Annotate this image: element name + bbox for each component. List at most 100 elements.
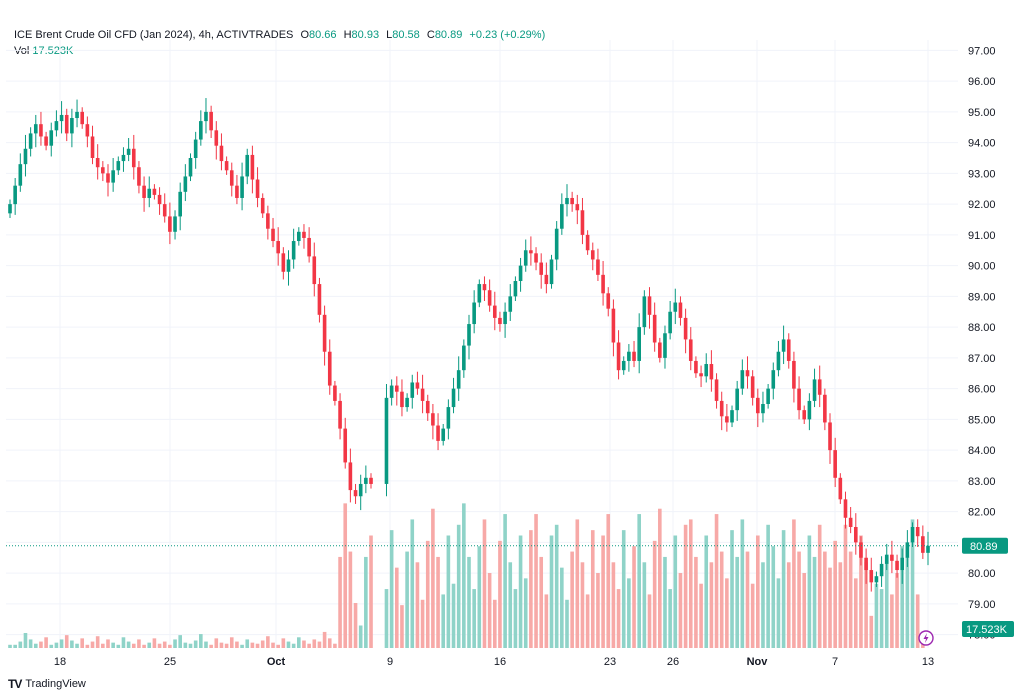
volume-bar <box>915 594 920 648</box>
volume-bar <box>554 524 559 648</box>
legend-open-label: O <box>300 29 309 41</box>
candle-body <box>353 490 358 497</box>
chart-legend: ICE Brent Crude Oil CFD (Jan 2024), 4h, … <box>14 27 549 59</box>
candle-body <box>33 124 38 134</box>
volume-bar <box>864 562 868 648</box>
volume-bar <box>761 562 765 648</box>
volume-bar <box>183 642 188 648</box>
legend-volume-row: Vol 17.523K <box>14 43 549 59</box>
candle-body <box>276 241 280 254</box>
volume-bar <box>766 524 770 648</box>
volume-bar <box>529 530 533 648</box>
volume-bar <box>580 562 585 648</box>
volume-bar <box>740 519 745 648</box>
candle-body <box>90 136 95 158</box>
volume-bar <box>338 556 342 648</box>
candle-body <box>183 176 188 192</box>
volume-bar <box>492 599 497 648</box>
legend-volume-label[interactable]: Vol <box>14 45 30 57</box>
volume-bar <box>255 643 260 648</box>
volume-bar <box>503 514 507 648</box>
candle-body <box>771 370 776 389</box>
volume-bar <box>18 641 23 648</box>
volume-bar <box>420 599 425 648</box>
volume-bar <box>33 643 38 648</box>
candle-body <box>761 404 765 414</box>
candle-body <box>590 250 595 260</box>
volume-bar <box>312 639 317 648</box>
volume-bar <box>523 578 528 648</box>
volume-bar <box>725 578 729 648</box>
candle-body <box>250 154 255 180</box>
candle-body <box>492 305 497 318</box>
volume-bar <box>714 514 719 648</box>
candle-body <box>570 197 574 205</box>
candle-body <box>209 111 213 131</box>
candle-body <box>905 542 910 558</box>
volume-bar <box>286 641 291 648</box>
volume-tag-bg <box>962 621 1014 637</box>
volume-bar <box>895 573 899 648</box>
y-tick-label: 92.00 <box>968 199 996 211</box>
tradingview-logo-icon[interactable]: TV <box>8 677 22 691</box>
candle-body <box>513 281 518 297</box>
candle-body <box>384 397 389 484</box>
candle-body <box>745 370 750 377</box>
candle-body <box>358 483 363 497</box>
volume-bar <box>817 524 822 648</box>
volume-bar <box>121 637 126 648</box>
volume-bar <box>632 546 636 648</box>
candle-body <box>137 167 141 186</box>
legend-symbol[interactable]: ICE Brent Crude Oil CFD (Jan 2024), 4h, … <box>14 29 294 41</box>
volume-bar <box>802 573 807 648</box>
legend-close-label: C <box>426 29 435 41</box>
candle-body <box>131 148 136 168</box>
volume-bar <box>405 551 409 648</box>
legend-price-row: ICE Brent Crude Oil CFD (Jan 2024), 4h, … <box>14 27 549 43</box>
volume-bar <box>317 641 322 648</box>
last-price-tag-bg <box>962 537 1008 554</box>
volume-bar <box>472 589 476 648</box>
candle-body <box>302 231 306 238</box>
volume-bar <box>415 562 420 648</box>
volume-bars <box>8 503 925 648</box>
volume-bar <box>534 514 538 648</box>
time-axis[interactable]: 18 25 Oct 9 16 23 26 Nov 7 13 <box>54 656 934 668</box>
y-tick-label: 91.00 <box>968 230 996 242</box>
volume-bar <box>90 641 95 648</box>
y-tick-label: 85.00 <box>968 414 996 426</box>
candle-body <box>575 204 580 211</box>
alert-icon[interactable] <box>918 630 934 646</box>
volume-bar <box>673 535 678 648</box>
candle-body <box>611 308 616 343</box>
candle-body <box>560 204 564 229</box>
volume-bar <box>126 641 131 648</box>
candle-body <box>544 274 549 285</box>
candle-body <box>704 364 709 377</box>
volume-tag: 17.523K <box>962 621 1014 637</box>
candle-body <box>616 342 621 371</box>
candle-body <box>456 370 461 389</box>
volume-bar <box>627 578 631 648</box>
candle-body <box>508 296 513 312</box>
candle-body <box>487 290 492 306</box>
candle-body <box>322 314 327 352</box>
candle-body <box>549 259 554 285</box>
volume-bar <box>364 556 368 648</box>
volume-bar <box>204 641 208 648</box>
candle-body <box>446 407 451 429</box>
volume-bar <box>394 567 399 648</box>
legend-low-label: L <box>386 29 393 41</box>
volume-bar <box>606 514 611 648</box>
y-tick-label: 89.00 <box>968 291 996 303</box>
y-tick-label: 96.00 <box>968 76 996 88</box>
candle-body <box>688 339 693 361</box>
candle-body <box>235 185 239 198</box>
volume-bar <box>642 562 647 648</box>
footer-brand[interactable]: TradingView <box>25 678 86 690</box>
volume-bar <box>39 641 43 648</box>
chart-grid <box>6 40 958 648</box>
candle-body <box>580 210 585 235</box>
candle-body <box>28 133 33 149</box>
